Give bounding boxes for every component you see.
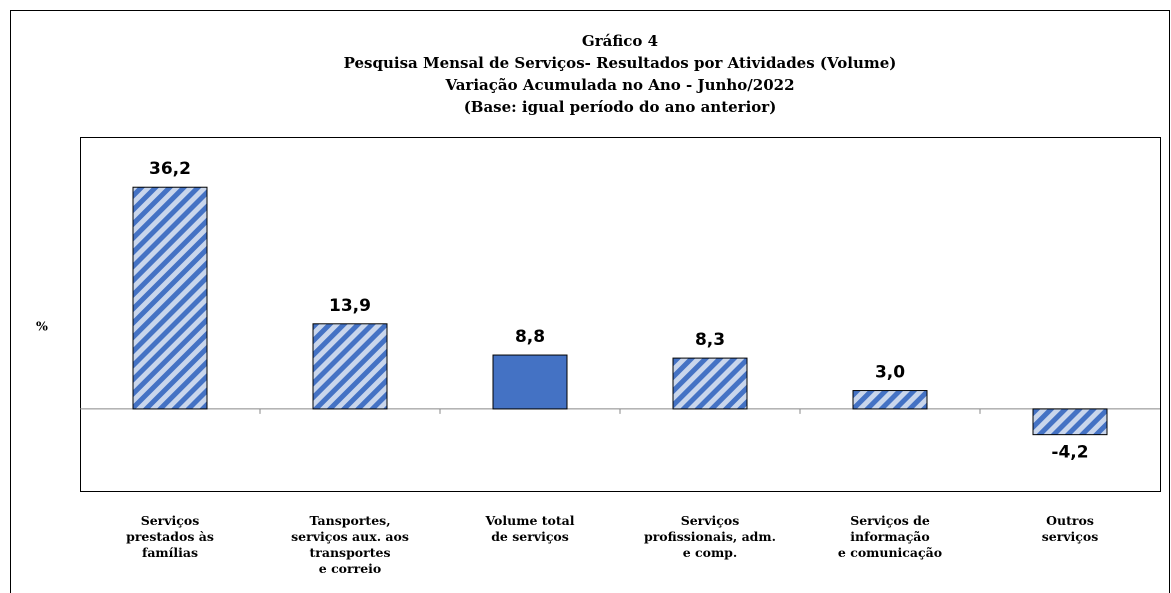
- data-label: 8,3: [695, 330, 725, 350]
- data-label: 13,9: [329, 296, 371, 316]
- data-label: -4,2: [1051, 443, 1088, 463]
- plot-frame: [80, 137, 1161, 492]
- bar: [132, 186, 208, 410]
- x-tick-label: Volume total de serviços: [485, 513, 575, 544]
- chart-subtitle: Variação Acumulada no Ano - Junho/2022: [444, 76, 794, 94]
- data-label: 36,2: [149, 159, 191, 179]
- y-axis-label: %: [36, 319, 48, 334]
- outer-frame: [10, 10, 1170, 593]
- x-tick-label: Serviços de informação e comunicação: [838, 513, 942, 560]
- bar: [312, 323, 388, 410]
- x-tick-label: Outros serviços: [1042, 513, 1099, 544]
- bar: [852, 390, 928, 410]
- data-label: 3,0: [875, 363, 905, 383]
- bar: [492, 354, 568, 410]
- chart-title: Gráfico 4: [582, 32, 658, 50]
- x-tick-label: Tansportes, serviços aux. aos transportes e…: [291, 513, 409, 576]
- x-tick-label: Serviços prestados às famílias: [126, 513, 214, 560]
- x-tick-label: Serviços profissionais, adm. e comp.: [644, 513, 776, 560]
- chart-subtitle: Pesquisa Mensal de Serviços- Resultados …: [344, 54, 897, 72]
- bar: [1032, 408, 1108, 436]
- chart-subtitle: (Base: igual período do ano anterior): [464, 98, 777, 116]
- bar: [672, 357, 748, 410]
- data-label: 8,8: [515, 327, 545, 347]
